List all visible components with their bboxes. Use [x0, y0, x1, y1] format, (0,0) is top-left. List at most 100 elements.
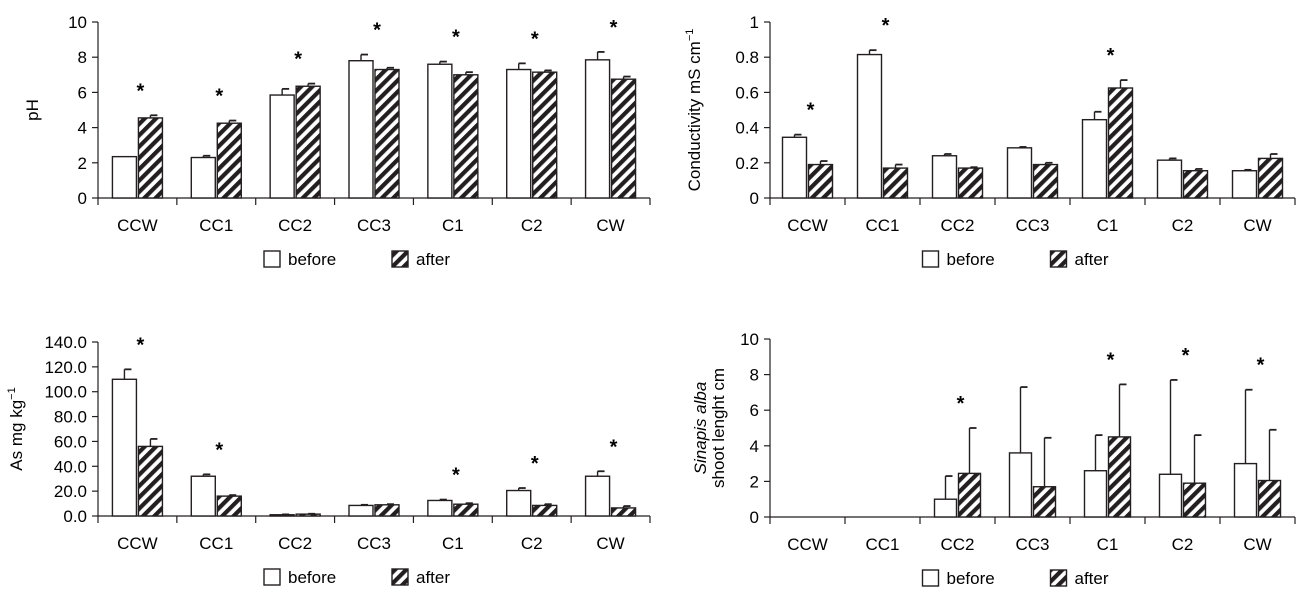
legend-label-after: after [416, 568, 450, 587]
after-bar-C2 [1182, 170, 1209, 199]
before-bar-CCW [111, 378, 138, 517]
y-tick-label: 0.6 [735, 83, 759, 102]
after-bar-CCW [807, 163, 834, 199]
significance-mark: * [1182, 345, 1190, 367]
x-tick-label: CC2 [940, 216, 974, 235]
significance-mark: * [610, 17, 618, 39]
chart-panel-4: 0 2 4 6 8 10 CCW CC1 CC2 * CC3 C1 * C2 * CW * Sinapis alb… [691, 330, 1296, 588]
x-tick-label: C2 [1172, 216, 1194, 235]
legend-swatch-after [1049, 250, 1068, 268]
y-tick-label: 2 [78, 154, 87, 173]
before-bar-CW [1233, 462, 1258, 518]
before-bar-C2 [1156, 159, 1183, 199]
legend: before after [921, 569, 1109, 588]
after-bar-CC2 [957, 472, 982, 518]
chart-panel-2: 0 0.2 0.4 0.6 0.8 1 CCW * CC1 * CC2 CC3 C1 * C2 CW Condu… [684, 13, 1296, 269]
x-tick-label: C1 [442, 216, 464, 235]
significance-mark: * [137, 80, 145, 102]
after-bar-C2 [532, 71, 558, 199]
after-bar-CC2 [295, 85, 321, 199]
after-bar-C2 [1182, 482, 1207, 518]
x-tick-label: CC1 [199, 534, 233, 553]
y-tick-label: 0 [78, 189, 87, 208]
before-bar-CC2 [933, 498, 958, 518]
after-bar-CW [610, 507, 637, 517]
chart-panel-3: 0.0 20.0 40.0 60.0 80.0 100.0 120.0 140.0 CCW * CC… [6, 333, 651, 587]
after-bar-C1 [453, 503, 479, 517]
significance-mark: * [1257, 355, 1265, 377]
after-bar-C1 [1107, 436, 1132, 518]
legend-label-before: before [288, 250, 336, 269]
before-bar-CCW [111, 155, 138, 199]
legend: before after [263, 568, 450, 587]
before-bar-CC3 [1008, 452, 1033, 518]
legend-label-after: after [1075, 250, 1109, 269]
y-axis-label-superscript: −1 [6, 387, 18, 400]
x-tick-label: C2 [1172, 535, 1194, 554]
before-bar-C1 [1083, 470, 1108, 518]
significance-mark: * [452, 465, 460, 487]
y-tick-label: 6 [750, 401, 759, 420]
after-bar-CC1 [216, 122, 242, 199]
significance-mark: * [882, 15, 890, 37]
legend-swatch-after [1049, 569, 1068, 587]
x-tick-label: C2 [521, 216, 543, 235]
significance-mark: * [215, 86, 223, 108]
after-bar-CW [1257, 157, 1284, 199]
y-tick-label: 8 [78, 48, 87, 67]
after-bar-CCW [137, 117, 164, 199]
y-axis-label: pH [23, 99, 42, 121]
legend-swatch-before [921, 569, 940, 587]
before-bar-C1 [427, 499, 453, 517]
y-tick-label: 4 [750, 437, 759, 456]
significance-mark: * [373, 20, 381, 42]
y-tick-label: 60.0 [54, 432, 87, 451]
x-tick-label: CC3 [1015, 535, 1049, 554]
y-tick-label: 140.0 [44, 333, 87, 352]
legend-swatch-after [391, 250, 409, 268]
legend-swatch-before [263, 250, 281, 268]
y-axis-label-superscript: −1 [684, 29, 696, 42]
legend-swatch-before [263, 568, 281, 586]
y-axis-label: As mg kg−1 [6, 387, 26, 470]
x-tick-label: CC2 [278, 216, 312, 235]
x-tick-label: CC2 [940, 535, 974, 554]
x-tick-label: C1 [442, 534, 464, 553]
before-bar-CC3 [348, 504, 374, 517]
before-bar-CCW [781, 136, 808, 199]
y-axis-label-text: pH [23, 99, 42, 121]
x-tick-label: CCW [117, 534, 158, 553]
x-tick-label: CC2 [278, 534, 312, 553]
x-tick-label: CCW [787, 216, 828, 235]
legend-label-before: before [288, 568, 336, 587]
legend-label-before: before [947, 569, 995, 588]
after-bar-CC2 [957, 167, 984, 199]
x-tick-label: CCW [117, 216, 158, 235]
y-axis-label-line1: Sinapis alba [691, 382, 710, 475]
y-tick-label: 120.0 [44, 358, 87, 377]
significance-mark: * [531, 28, 539, 50]
legend-label-before: before [947, 250, 995, 269]
after-bar-CC3 [374, 504, 400, 517]
legend: before after [263, 250, 450, 269]
significance-mark: * [452, 27, 460, 49]
y-tick-label: 20.0 [54, 482, 87, 501]
x-tick-label: CC3 [1015, 216, 1049, 235]
x-tick-label: C1 [1097, 535, 1119, 554]
after-bar-CC3 [1032, 163, 1059, 199]
x-tick-label: CW [596, 534, 624, 553]
y-tick-label: 40.0 [54, 457, 87, 476]
y-tick-label: 0.0 [63, 507, 87, 526]
y-tick-label: 100.0 [44, 383, 87, 402]
x-tick-label: CC1 [199, 216, 233, 235]
before-bar-CC3 [348, 60, 374, 199]
before-bar-CC1 [190, 156, 216, 199]
x-tick-label: CCW [787, 535, 828, 554]
significance-mark: * [215, 439, 223, 461]
before-bar-C2 [1158, 473, 1183, 518]
y-tick-label: 6 [78, 83, 87, 102]
significance-mark: * [294, 49, 302, 71]
after-bar-C1 [1107, 87, 1134, 199]
before-bar-C1 [1081, 118, 1108, 199]
